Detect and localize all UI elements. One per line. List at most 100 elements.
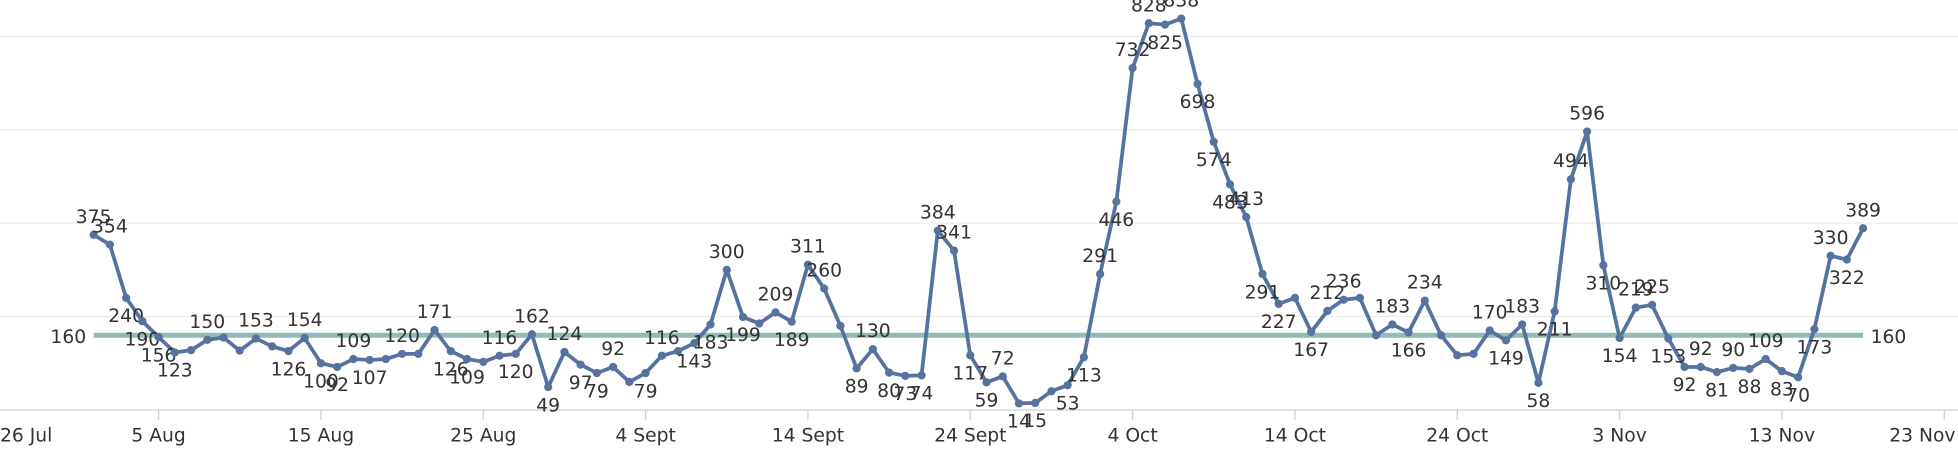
value-label: 154 <box>287 310 323 331</box>
value-label: 97 <box>569 373 593 394</box>
value-label: 113 <box>1066 365 1102 386</box>
data-point <box>787 317 796 326</box>
value-label: 300 <box>709 242 745 263</box>
data-point <box>592 368 602 378</box>
value-label: 126 <box>433 359 469 380</box>
data-point <box>1160 20 1170 29</box>
value-label: 120 <box>384 326 420 347</box>
data-point <box>154 332 163 342</box>
value-label: 74 <box>910 384 934 405</box>
data-point <box>268 342 277 351</box>
data-point <box>1388 320 1397 329</box>
value-label: 212 <box>1310 283 1346 304</box>
value-label: 130 <box>855 321 891 342</box>
value-label: 116 <box>482 328 518 349</box>
value-label: 173 <box>1797 337 1833 358</box>
data-point <box>105 240 115 249</box>
value-label: 183 <box>693 333 729 354</box>
data-point <box>446 346 455 356</box>
value-label: 732 <box>1115 40 1151 61</box>
x-tick-label: 26 Jul <box>0 426 52 447</box>
data-point <box>219 333 228 342</box>
value-label: 149 <box>1488 349 1524 370</box>
value-label: 107 <box>352 368 388 389</box>
value-label: 291 <box>1082 246 1118 267</box>
data-point <box>1323 306 1332 316</box>
value-label: 413 <box>1228 189 1264 210</box>
value-label: 143 <box>676 351 712 372</box>
data-point <box>1534 378 1543 387</box>
data-point <box>1144 19 1153 28</box>
value-label: 240 <box>108 306 144 327</box>
data-point <box>1420 296 1429 305</box>
data-point <box>1031 398 1040 408</box>
value-label: 199 <box>725 325 761 346</box>
value-label: 596 <box>1569 104 1605 125</box>
data-point <box>803 260 813 269</box>
data-point <box>479 357 488 366</box>
data-point <box>949 246 959 255</box>
value-label: 825 <box>1147 33 1183 54</box>
value-label: 92 <box>325 375 349 396</box>
value-label: 310 <box>1585 273 1621 294</box>
value-label: 80 <box>877 381 901 402</box>
data-point <box>1810 325 1819 334</box>
value-label: 384 <box>920 203 956 224</box>
data-point <box>300 333 309 343</box>
value-label: 100 <box>303 371 339 392</box>
x-tick-label: 4 Oct <box>1107 426 1157 447</box>
data-point <box>316 359 326 368</box>
data-point <box>284 346 293 356</box>
value-label: 59 <box>975 391 999 412</box>
data-point <box>544 382 553 392</box>
value-label: 92 <box>1673 375 1697 396</box>
x-tick-label: 23 Nov <box>1889 426 1955 447</box>
data-point <box>901 371 910 380</box>
value-label: 260 <box>806 261 842 282</box>
value-label: 89 <box>845 377 869 398</box>
value-label: 574 <box>1196 150 1232 171</box>
x-tick-label: 15 Aug <box>288 426 354 447</box>
data-point <box>1583 127 1592 136</box>
data-point <box>527 330 537 339</box>
data-point <box>690 339 699 348</box>
data-point <box>625 377 634 387</box>
value-label: 211 <box>1537 320 1573 341</box>
data-point <box>1307 327 1316 337</box>
data-point <box>1858 224 1868 233</box>
value-label: 70 <box>1786 385 1810 406</box>
value-label: 153 <box>238 311 274 332</box>
data-point <box>1079 353 1089 362</box>
data-point <box>1794 373 1803 382</box>
value-label: 446 <box>1098 210 1134 231</box>
data-point <box>673 346 683 356</box>
value-label: 79 <box>634 381 658 402</box>
value-label: 494 <box>1553 151 1589 172</box>
data-point <box>1826 251 1835 260</box>
reference-label: 160 <box>1871 327 1907 348</box>
data-point <box>397 349 407 359</box>
data-point <box>1712 367 1722 377</box>
reference-label: 160 <box>50 327 86 348</box>
x-tick-label: 13 Nov <box>1749 426 1815 447</box>
data-point <box>868 345 877 354</box>
value-label: 117 <box>952 364 988 385</box>
value-label: 183 <box>1504 296 1540 317</box>
data-point <box>755 319 764 328</box>
data-point <box>1404 328 1413 337</box>
data-point <box>933 226 942 235</box>
data-point <box>186 346 196 355</box>
data-point <box>1729 363 1738 373</box>
data-point <box>998 372 1007 381</box>
value-label: 291 <box>1245 282 1281 303</box>
data-point <box>462 354 472 364</box>
value-label: 79 <box>585 381 609 402</box>
data-point <box>1047 387 1056 396</box>
value-label: 828 <box>1131 0 1167 16</box>
value-label: 375 <box>76 207 112 228</box>
value-label: 156 <box>141 345 177 366</box>
value-label: 225 <box>1634 277 1670 298</box>
data-point <box>1063 381 1072 390</box>
value-label: 109 <box>336 331 372 352</box>
data-point <box>609 362 618 372</box>
